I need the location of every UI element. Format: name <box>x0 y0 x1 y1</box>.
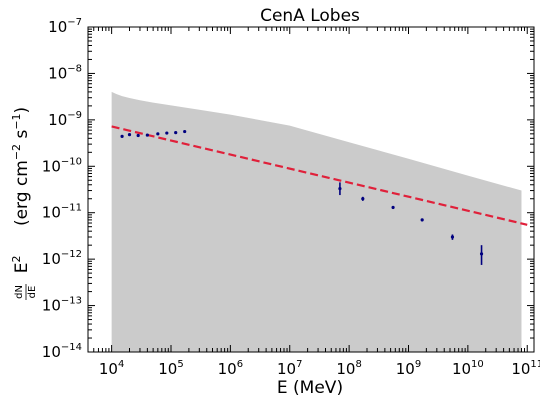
point-marker <box>450 235 455 239</box>
point-marker <box>479 252 484 256</box>
y-label-units-close: ) <box>12 107 32 114</box>
y-label-units-open: (erg cm <box>12 160 32 226</box>
x-tick-label: 104 <box>99 359 124 378</box>
y-axis-ticks: 10−14 10−13 10−12 10−11 10−10 10−9 10−8 10−7 <box>42 17 534 361</box>
x-tick-label: 1010 <box>452 359 484 378</box>
y-tick-label: 10−12 <box>42 249 82 268</box>
plot-area <box>111 91 528 353</box>
point-marker <box>174 131 178 135</box>
x-tick-label: 107 <box>277 359 302 378</box>
point-marker <box>165 131 169 135</box>
y-label-frac-den: dE <box>27 286 38 299</box>
data-point <box>165 131 169 135</box>
y-label-e: E <box>12 262 32 273</box>
model-line <box>111 125 528 226</box>
data-point <box>120 134 124 139</box>
y-tick-label: 10−13 <box>42 296 82 315</box>
data-point <box>361 196 365 201</box>
y-tick-label: 10−9 <box>48 110 82 129</box>
data-point <box>338 182 342 196</box>
y-tick-label: 10−11 <box>42 203 82 222</box>
y-label-s-sup: −1 <box>10 113 23 129</box>
x-tick-label: 106 <box>218 359 243 378</box>
point-marker <box>391 205 395 210</box>
y-tick-label: 10−10 <box>42 156 82 175</box>
y-label-e-sup: 2 <box>10 255 23 262</box>
point-marker <box>127 133 132 137</box>
point-marker <box>183 129 187 134</box>
x-tick-label: 108 <box>336 359 361 378</box>
data-point <box>479 245 484 265</box>
data-points <box>120 129 484 265</box>
x-tick-label: 109 <box>396 359 421 378</box>
plot-frame <box>87 26 535 353</box>
y-tick-label: 10−8 <box>48 63 82 82</box>
uncertainty-band <box>111 91 522 353</box>
data-point <box>136 133 140 138</box>
x-tick-label: 1011 <box>511 359 540 378</box>
point-marker <box>338 187 342 191</box>
point-marker <box>145 133 149 137</box>
data-point <box>127 133 132 137</box>
point-marker <box>361 197 365 201</box>
y-label-cm-sup: −2 <box>10 144 23 160</box>
data-point <box>174 131 178 135</box>
svg-text:E2 (erg cm−2 s−1): E2 (erg cm−2 s−1) <box>10 107 32 273</box>
point-marker <box>420 218 424 222</box>
y-tick-label: 10−7 <box>48 17 82 36</box>
chart-title: CenA Lobes <box>260 6 360 26</box>
data-point <box>450 234 455 240</box>
y-label-units-mid: s <box>12 130 32 144</box>
data-point <box>420 218 424 222</box>
point-marker <box>120 134 124 139</box>
data-point <box>145 133 149 137</box>
x-tick-label: 105 <box>158 359 183 378</box>
y-axis-label: E2 (erg cm−2 s−1) <box>10 107 32 273</box>
x-axis-ticks: 104 105 106 107 108 109 1010 1011 <box>87 27 540 378</box>
data-point <box>183 129 187 134</box>
data-point <box>391 205 395 210</box>
x-axis-label: E (MeV) <box>277 378 343 398</box>
y-label-fraction: dN dE <box>14 284 38 300</box>
data-point <box>156 132 160 136</box>
point-marker <box>136 133 140 138</box>
y-tick-label: 10−14 <box>42 342 82 361</box>
y-label-frac-num: dN <box>14 285 25 299</box>
point-marker <box>156 132 160 136</box>
